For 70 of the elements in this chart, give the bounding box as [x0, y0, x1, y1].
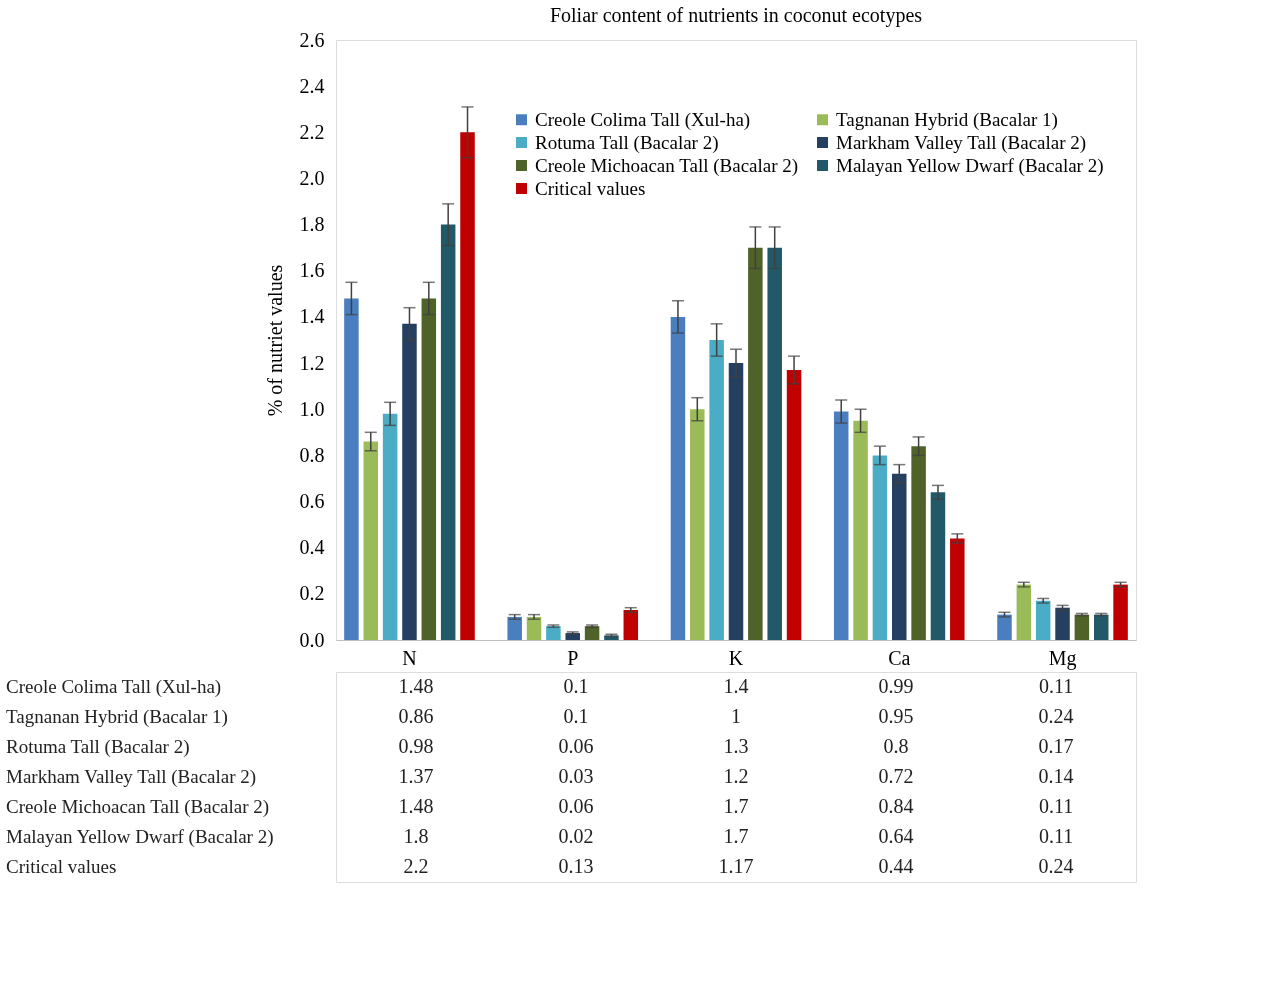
data-label: 0.64 [878, 825, 914, 847]
y-axis-title: % of nutriet values [263, 264, 286, 417]
text: Tagnanan Hybrid (Bacalar 1) [6, 706, 228, 727]
data-label: 1.7 [723, 795, 749, 817]
data-label: 0.44 [878, 855, 914, 877]
chart-title: Foliar content of nutrients in coconut ecotypes [549, 4, 923, 27]
data-label: 0.11 [1038, 795, 1074, 817]
x-tick-label: N [402, 646, 417, 669]
legend-label: Critical values [535, 177, 646, 199]
data-label: 1.7 [723, 825, 749, 847]
data-label: 1.17 [718, 855, 754, 877]
y-tick-label: 1.8 [299, 213, 325, 236]
y-tick-label: 0.4 [299, 536, 325, 559]
text: Malayan Yellow Dwarf (Bacalar 2) [6, 826, 274, 847]
data-label: 0.02 [558, 825, 594, 847]
data-label: 1 [731, 705, 741, 727]
legend-label: Markham Valley Tall (Bacalar 2) [836, 131, 1087, 154]
legend-label: Creole Michoacan Tall (Bacalar 2) [535, 154, 799, 177]
y-tick-label: 1.0 [299, 397, 325, 420]
legend-label: Tagnanan Hybrid (Bacalar 1) [836, 108, 1058, 131]
x-tick-label: P [567, 646, 579, 669]
x-tick-label: K [728, 646, 744, 669]
y-tick-label: 0.2 [299, 582, 325, 605]
x-tick-label: Ca [888, 646, 911, 669]
x-tick-label: Mg [1048, 646, 1077, 670]
data-label: 0.06 [558, 795, 594, 817]
data-label: 0.98 [398, 735, 434, 757]
data-label: 0.8 [883, 735, 909, 757]
y-tick-label: 2.0 [299, 166, 325, 189]
data-label: 2.2 [403, 855, 429, 877]
data-label: 0.84 [878, 795, 914, 817]
data-label: 0.14 [1038, 765, 1074, 787]
data-label: 1.4 [723, 675, 749, 697]
data-label: 0.72 [878, 765, 914, 787]
legend-label: Rotuma Tall (Bacalar 2) [535, 131, 719, 154]
y-tick-label: 2.2 [299, 120, 325, 143]
y-tick-label: 1.2 [299, 351, 325, 374]
y-tick-label: 0.0 [299, 628, 325, 651]
text: Markham Valley Tall (Bacalar 2) [6, 766, 257, 787]
data-label: 0.1 [563, 675, 589, 697]
data-label: 0.06 [558, 735, 594, 757]
text: Creole Colima Tall (Xul-ha) [6, 676, 222, 697]
data-label: 1.2 [723, 765, 749, 787]
data-label: 0.24 [1038, 705, 1074, 727]
text: Critical values [6, 856, 117, 877]
data-label: 0.1 [563, 705, 589, 727]
y-tick-label: 2.4 [299, 74, 325, 97]
data-label: 1.3 [723, 735, 749, 757]
data-label: 1.48 [398, 675, 434, 697]
legend-label: Creole Colima Tall (Xul-ha) [535, 108, 751, 131]
data-label: 1.37 [398, 765, 434, 787]
data-label: 0.24 [1038, 855, 1074, 877]
data-label: 0.99 [878, 675, 914, 697]
data-label: 0.11 [1038, 825, 1074, 847]
y-tick-label: 0.6 [299, 490, 325, 513]
y-tick-label: 0.8 [299, 443, 325, 466]
y-tick-label: 2.6 [299, 28, 325, 51]
data-label: 0.95 [878, 705, 914, 727]
legend-label: Malayan Yellow Dwarf (Bacalar 2) [836, 154, 1104, 177]
data-label: 0.86 [398, 705, 434, 727]
text: Creole Michoacan Tall (Bacalar 2) [6, 796, 270, 817]
text: Rotuma Tall (Bacalar 2) [6, 736, 190, 757]
data-label: 0.03 [558, 765, 594, 787]
y-tick-label: 1.6 [299, 259, 325, 282]
data-label: 0.11 [1038, 675, 1074, 697]
data-label: 1.8 [403, 825, 429, 847]
data-label: 0.13 [558, 855, 594, 877]
y-tick-label: 1.4 [299, 305, 325, 328]
data-label: 1.48 [398, 795, 434, 817]
data-label: 0.17 [1038, 735, 1074, 757]
